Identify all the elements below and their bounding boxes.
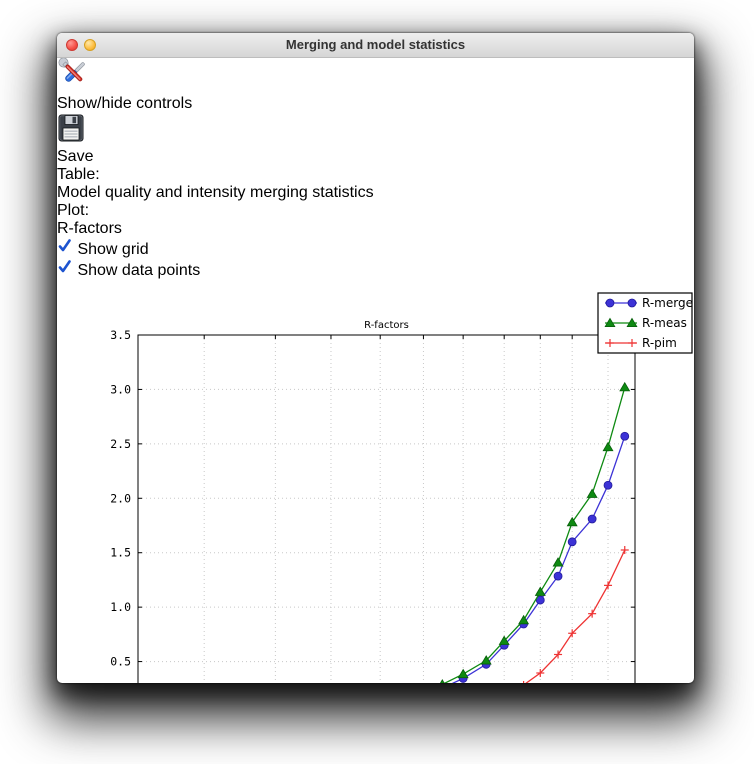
svg-text:3.0: 3.0 <box>110 382 131 396</box>
svg-text:1.5: 1.5 <box>110 546 131 560</box>
legend: R-merge R-meas R-pim <box>597 292 693 354</box>
svg-text:1.0: 1.0 <box>110 600 131 614</box>
figure-area: 0.00.51.01.52.02.53.03.54.613.202.702.41… <box>57 280 694 683</box>
show-hide-controls-button[interactable]: Show/hide controls <box>57 57 694 113</box>
show-data-points-label: Show data points <box>77 262 201 279</box>
rfactors-chart: 0.00.51.01.52.02.53.03.54.613.202.702.41… <box>110 292 693 683</box>
table-label: Table: <box>57 166 100 183</box>
svg-text:2.5: 2.5 <box>110 437 131 451</box>
checkbox-box <box>57 260 77 279</box>
checkbox-row: Show grid Show data points <box>57 238 694 280</box>
traffic-lights <box>66 39 114 51</box>
series-R-meas <box>440 381 631 683</box>
svg-text:3.5: 3.5 <box>110 328 131 342</box>
x-axis: 4.613.202.702.412.222.081.961.871.801.73 <box>203 335 609 339</box>
show-grid-label: Show grid <box>77 241 149 258</box>
axes-frame <box>137 334 636 683</box>
svg-text:2.0: 2.0 <box>110 491 131 505</box>
plot-select-value: R-factors <box>57 220 122 237</box>
grid <box>138 335 635 683</box>
tools-icon <box>57 57 694 95</box>
svg-text:0.5: 0.5 <box>110 655 131 669</box>
toolbar-item-label: Show/hide controls <box>57 95 193 112</box>
window-title: Merging and model statistics <box>285 37 466 52</box>
chart-title: R-factors <box>364 320 409 331</box>
toolbar: Show/hide controls Save <box>57 57 694 166</box>
plot-select[interactable]: R-factors <box>57 220 694 238</box>
show-data-points-checkbox[interactable]: Show data points <box>57 259 694 280</box>
title-bar[interactable]: Merging and model statistics <box>57 33 694 58</box>
checkmark-icon <box>58 239 71 252</box>
legend-item-R-merge: R-merge <box>605 296 693 310</box>
controls-panel: Table: Model quality and intensity mergi… <box>57 166 694 280</box>
table-select-value: Model quality and intensity merging stat… <box>57 184 374 201</box>
svg-text:R-meas: R-meas <box>642 316 687 330</box>
checkbox-box <box>57 239 77 258</box>
close-button[interactable] <box>66 39 78 51</box>
plot-label: Plot: <box>57 202 90 219</box>
toolbar-item-label: Save <box>57 148 94 165</box>
svg-text:R-merge: R-merge <box>642 296 693 310</box>
y-axis: 0.00.51.01.52.02.53.03.5 <box>110 328 635 669</box>
checkmark-icon <box>58 260 71 273</box>
legend-item-R-meas: R-meas <box>604 316 687 330</box>
app-window: Merging and model statistics <box>57 33 694 683</box>
floppy-disk-icon <box>57 113 694 148</box>
svg-text:R-pim: R-pim <box>642 336 677 350</box>
minimize-button[interactable] <box>84 39 96 51</box>
save-button[interactable]: Save <box>57 113 694 166</box>
series-R-pim <box>523 545 629 683</box>
show-grid-checkbox[interactable]: Show grid <box>57 238 694 259</box>
legend-item-R-pim: R-pim <box>605 336 677 350</box>
table-select[interactable]: Model quality and intensity merging stat… <box>57 184 694 202</box>
